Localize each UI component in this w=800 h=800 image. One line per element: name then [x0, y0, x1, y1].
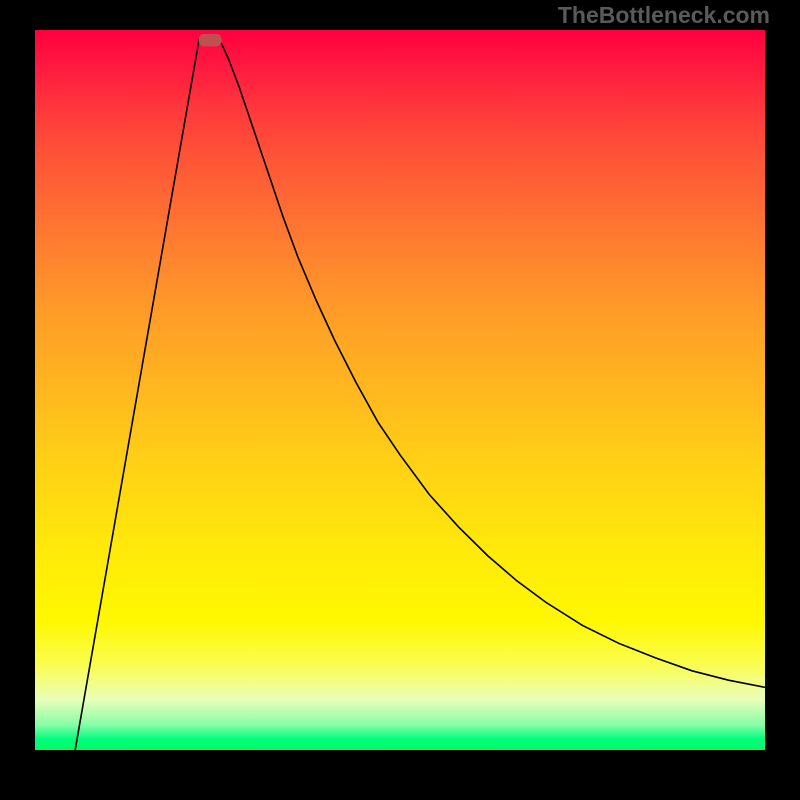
bottleneck-curve	[75, 39, 765, 750]
watermark-label: TheBottleneck.com	[558, 2, 770, 29]
chart-svg-layer	[0, 0, 800, 800]
minimum-marker	[199, 34, 221, 46]
